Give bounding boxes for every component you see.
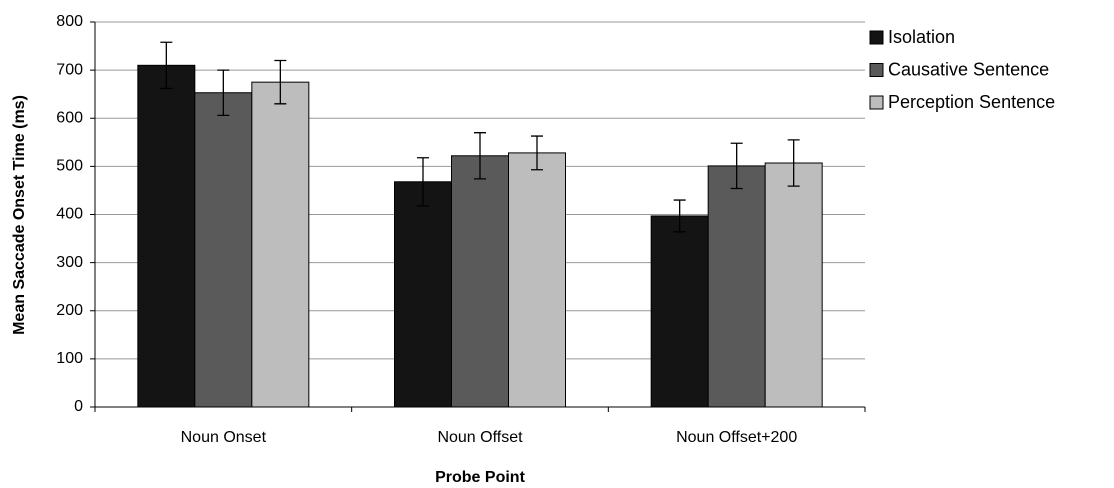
x-tick-label: Noun Offset	[437, 429, 523, 446]
y-tick-label: 600	[56, 109, 83, 126]
bar	[508, 152, 566, 408]
legend-label: Perception Sentence	[888, 92, 1055, 112]
error-bar	[531, 135, 543, 171]
error-bar	[160, 41, 173, 90]
y-tick-label: 700	[56, 61, 83, 78]
legend-swatch	[869, 95, 884, 110]
bar	[707, 165, 766, 408]
bar	[394, 181, 452, 408]
error-bar	[673, 199, 686, 233]
legend-label: Isolation	[888, 27, 955, 47]
x-tick-label: Noun Onset	[181, 429, 267, 446]
bar	[451, 155, 509, 408]
legend-swatch	[869, 63, 884, 77]
bar	[650, 215, 709, 408]
y-tick-label: 400	[56, 206, 83, 223]
y-tick-label: 100	[56, 350, 83, 367]
legend-label: Causative Sentence	[888, 59, 1049, 79]
error-bar	[217, 69, 230, 117]
error-bar	[474, 132, 486, 180]
y-axis-title: Mean Saccade Onset Time (ms)	[11, 95, 28, 335]
bar	[137, 64, 196, 408]
bar	[194, 92, 253, 408]
bar	[251, 81, 310, 408]
y-tick-label: 200	[56, 302, 83, 319]
y-tick-label: 0	[74, 398, 83, 415]
bar	[764, 162, 823, 408]
x-tick-label: Noun Offset+200	[676, 429, 797, 446]
error-bar	[274, 59, 287, 105]
legend-swatch	[869, 30, 884, 45]
error-bar	[787, 139, 800, 187]
x-axis-title: Probe Point	[435, 469, 525, 486]
y-tick-label: 500	[56, 158, 83, 175]
error-bar	[417, 157, 429, 207]
y-tick-label: 800	[56, 13, 83, 30]
y-tick-label: 300	[56, 254, 83, 271]
error-bar	[730, 142, 743, 190]
